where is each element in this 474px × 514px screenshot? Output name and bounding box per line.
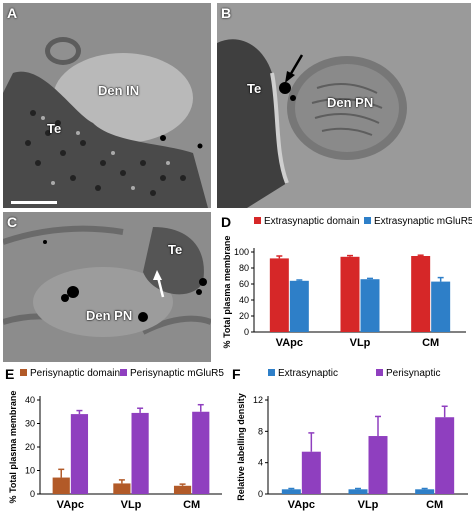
y-tick-label: 0: [244, 327, 249, 337]
label-te-b: Te: [247, 81, 262, 96]
legend-label: Extrasynaptic: [278, 368, 338, 379]
panel-label-f: F: [232, 366, 241, 382]
legend-label: Perisynaptic mGluR5: [130, 368, 224, 379]
scale-bar: [11, 201, 57, 204]
y-tick-label: 100: [234, 247, 249, 257]
panel-label-d: D: [221, 214, 232, 230]
bar: [431, 281, 451, 332]
y-tick-label: 40: [239, 295, 249, 305]
y-tick-label: 0: [30, 489, 35, 499]
legend-label: Extrasynaptic mGluR5: [374, 216, 472, 227]
category-label: VLp: [121, 499, 142, 511]
bar: [340, 256, 360, 332]
y-tick-label: 30: [25, 419, 35, 429]
bar: [192, 411, 210, 494]
panel-c-micrograph: C Te Den PN: [3, 212, 211, 362]
y-tick-label: 60: [239, 279, 249, 289]
bar: [173, 485, 192, 494]
micrograph-c-image: [3, 212, 211, 362]
chart-f: Extrasynaptic Perisynaptic 0 4 8 12 Relative l…: [236, 368, 468, 511]
category-label: VApc: [288, 499, 315, 511]
bar: [368, 436, 388, 494]
category-label: VApc: [57, 499, 84, 511]
panel-a-micrograph: A Den IN Te: [3, 3, 211, 208]
bar: [70, 414, 89, 494]
legend-swatch: [364, 217, 371, 224]
panel-b-micrograph: B Te Den PN: [217, 3, 471, 208]
legend-label: Perisynaptic domain: [30, 368, 120, 379]
bar: [348, 489, 368, 494]
legend-label: Extrasynaptic domain: [264, 216, 360, 227]
micrograph-b-image: [217, 3, 471, 208]
bar: [411, 256, 431, 332]
panel-label-b: B: [221, 5, 232, 21]
bar: [281, 489, 301, 494]
bar: [435, 417, 455, 494]
panel-label-e: E: [5, 366, 15, 382]
y-tick-label: 10: [25, 466, 35, 476]
label-te-c: Te: [168, 242, 183, 257]
label-den-pn-c: Den PN: [86, 308, 133, 323]
y-tick-label: 80: [239, 263, 249, 273]
panel-label-a: A: [7, 5, 18, 21]
bar: [289, 280, 309, 332]
y-tick-label: 0: [258, 489, 263, 499]
category-label: VLp: [350, 337, 371, 349]
bar: [360, 279, 380, 332]
label-den-pn-b: Den PN: [327, 95, 374, 110]
y-tick-label: 12: [253, 395, 263, 405]
y-axis-label: Relative labelling density: [236, 393, 246, 501]
bar: [415, 489, 435, 494]
legend-swatch: [254, 217, 261, 224]
category-label: CM: [422, 337, 439, 349]
category-label: VLp: [358, 499, 379, 511]
chart-e: Perisynaptic domain Perisynaptic mGluR5 0 1…: [8, 368, 224, 511]
y-tick-label: 4: [258, 458, 263, 468]
y-tick-label: 8: [258, 426, 263, 436]
y-tick-label: 20: [239, 311, 249, 321]
label-den-in: Den IN: [98, 83, 140, 98]
label-te-a: Te: [47, 121, 62, 136]
bar: [301, 451, 321, 494]
legend-swatch: [20, 369, 27, 376]
bar: [113, 483, 131, 494]
category-label: VApc: [276, 337, 303, 349]
legend-label: Perisynaptic: [386, 368, 440, 379]
bar: [131, 412, 149, 494]
bar: [52, 477, 70, 494]
category-label: CM: [426, 499, 443, 511]
y-tick-label: 20: [25, 442, 35, 452]
legend-swatch: [268, 369, 275, 376]
legend-swatch: [376, 369, 383, 376]
panel-label-c: C: [7, 214, 18, 230]
micrograph-a-image: [3, 3, 211, 208]
y-axis-label: % Total plasma membrane: [8, 391, 18, 504]
y-tick-label: 40: [25, 395, 35, 405]
y-axis-label: % Total plasma membrane: [222, 236, 232, 349]
legend-swatch: [120, 369, 127, 376]
category-label: CM: [183, 499, 200, 511]
bar: [269, 258, 289, 332]
chart-d: Extrasynaptic domain Extrasynaptic mGluR5…: [222, 216, 472, 349]
